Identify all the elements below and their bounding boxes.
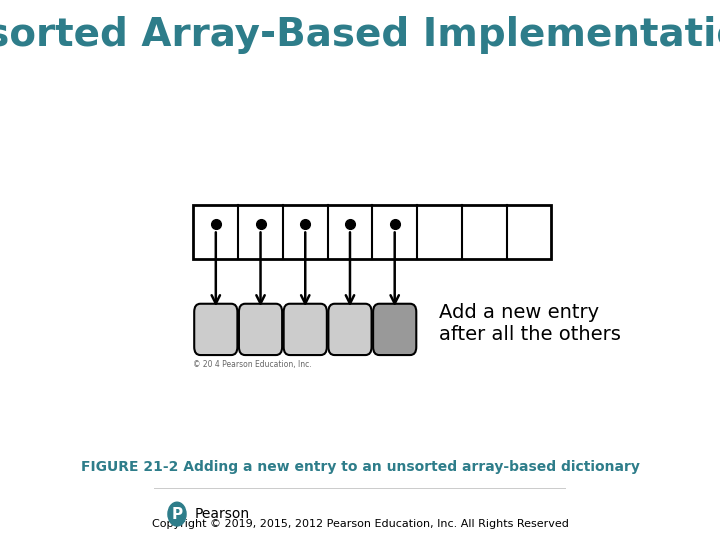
Text: © 20 4 Pearson Education, Inc.: © 20 4 Pearson Education, Inc. [194, 360, 312, 368]
FancyBboxPatch shape [284, 303, 327, 355]
FancyBboxPatch shape [194, 303, 238, 355]
Bar [194, 205, 552, 259]
Circle shape [168, 502, 186, 526]
FancyBboxPatch shape [239, 303, 282, 355]
Text: Pearson: Pearson [194, 507, 250, 521]
Text: FIGURE 21-2 Adding a new entry to an unsorted array-based dictionary: FIGURE 21-2 Adding a new entry to an uns… [81, 460, 639, 474]
Text: Unsorted Array-Based Implementations: Unsorted Array-Based Implementations [0, 16, 720, 54]
Bar [154, 488, 566, 489]
FancyBboxPatch shape [373, 303, 416, 355]
Text: Copyright © 2019, 2015, 2012 Pearson Education, Inc. All Rights Reserved: Copyright © 2019, 2015, 2012 Pearson Edu… [152, 519, 568, 529]
Text: P: P [171, 507, 183, 522]
FancyBboxPatch shape [328, 303, 372, 355]
Text: Add a new entry
after all the others: Add a new entry after all the others [438, 303, 621, 345]
